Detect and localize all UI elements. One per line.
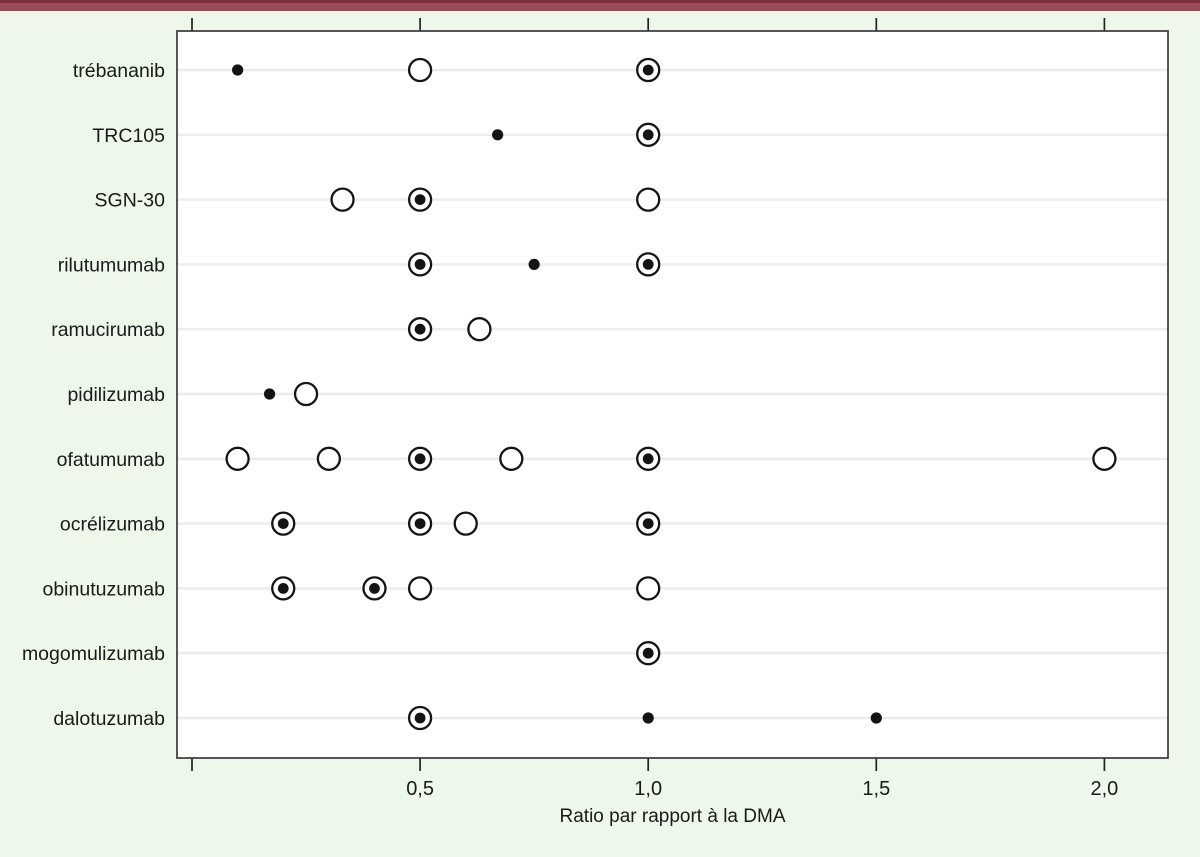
data-point-circle (225, 446, 250, 471)
category-label: ofatumumab (57, 449, 166, 471)
data-point-inner-dot (414, 712, 426, 724)
data-point-dot (528, 258, 540, 270)
data-point-circle (1092, 446, 1117, 471)
data-point-circle (453, 511, 478, 536)
data-point-dot (642, 712, 654, 724)
data-point-inner-dot (277, 583, 289, 594)
data-point-inner-dot (642, 259, 654, 270)
data-point-inner-dot (414, 194, 426, 206)
data-point-inner-dot (642, 647, 654, 659)
data-point-circle (316, 446, 342, 471)
category-label: trébananib (73, 60, 165, 82)
data-point-circle (407, 57, 433, 83)
category-label: SGN-30 (95, 190, 166, 212)
x-tick-label: 2,0 (1090, 778, 1118, 800)
data-point-inner-dot (642, 453, 654, 465)
data-point-inner-dot (369, 583, 380, 594)
category-label: pidilizumab (67, 384, 165, 406)
data-point-dot (492, 129, 504, 141)
data-point-circle (330, 187, 355, 212)
data-point-circle (499, 446, 524, 471)
data-point-circle (407, 576, 433, 601)
data-point-inner-dot (642, 129, 654, 141)
data-point-inner-dot (414, 453, 426, 465)
x-tick-label: 1,0 (634, 778, 662, 800)
accent-top-bar (0, 0, 1200, 11)
data-point-inner-dot (277, 518, 289, 529)
category-label: rilutumumab (58, 254, 165, 276)
data-point-dot (263, 388, 276, 400)
category-label: ocrélizumab (60, 514, 165, 536)
category-label: obinutuzumab (42, 578, 165, 600)
category-label: ramucirumab (51, 319, 165, 341)
category-label: TRC105 (92, 125, 165, 147)
data-point-inner-dot (414, 518, 426, 529)
data-point-inner-dot (414, 323, 426, 335)
data-point-circle (636, 576, 661, 601)
category-label: mogomulizumab (22, 643, 165, 665)
data-point-circle (636, 187, 661, 212)
category-label: dalotuzumab (53, 708, 165, 730)
data-point-inner-dot (642, 64, 654, 76)
data-point-dot (870, 712, 882, 724)
x-tick-label: 0,5 (406, 778, 434, 800)
data-point-dot (232, 64, 244, 76)
data-point-inner-dot (414, 259, 426, 270)
x-axis-title: Ratio par rapport à la DMA (559, 806, 786, 827)
x-tick-label: 1,5 (862, 778, 890, 800)
data-point-circle (293, 381, 319, 407)
plot-border (176, 30, 1169, 759)
data-point-circle (467, 317, 492, 342)
data-point-inner-dot (642, 518, 654, 529)
